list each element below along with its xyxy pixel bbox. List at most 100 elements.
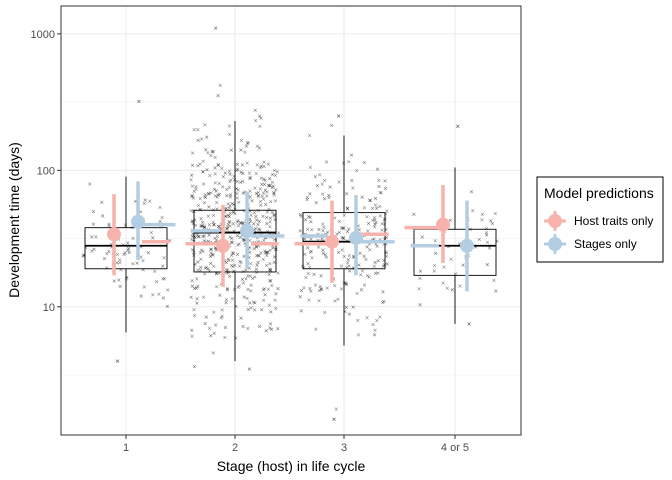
data-point [299,288,304,293]
data-point [225,187,229,192]
data-point [332,417,336,421]
data-point [204,135,209,139]
data-point [380,222,384,226]
data-point [203,195,208,200]
data-point [380,300,385,305]
data-point [196,268,200,272]
box-iqr [193,209,277,273]
data-point [337,230,342,235]
model-predictions [107,181,474,292]
data-point [298,229,302,233]
data-point [378,190,382,195]
data-point [157,292,161,296]
data-point [162,256,166,260]
data-point [432,269,436,273]
data-point [305,195,309,200]
data-point [365,245,369,249]
data-point [160,215,164,220]
data-point [235,191,239,196]
legend-entries: Host traits only Stages only [544,211,653,254]
data-point [194,184,198,189]
data-point [340,248,344,252]
data-point [202,224,206,228]
data-point [383,179,387,183]
data-point [320,192,325,196]
legend-key-point [548,237,562,251]
data-point [258,187,263,191]
data-point [161,296,166,300]
data-point [219,316,224,320]
data-point [190,184,195,188]
data-point [225,267,229,272]
data-point [355,291,359,296]
data-point [362,254,366,258]
data-point [190,193,194,198]
data-point [142,201,146,206]
data-point [228,235,232,239]
data-point [112,279,116,283]
data-point [216,163,220,167]
data-point [236,285,240,289]
data-point [236,223,241,228]
data-point [276,271,280,275]
data-point [264,194,269,198]
data-point [207,233,211,237]
data-point [117,278,121,282]
data-point [458,284,462,288]
data-point [195,301,199,305]
data-point [347,312,352,316]
data-point [210,149,214,154]
data-point [208,173,212,178]
data-point [213,181,217,185]
data-point [90,235,94,239]
data-point [257,146,262,150]
data-point [372,215,377,220]
data-point [317,288,322,293]
data-point [125,241,130,245]
data-point [248,219,253,224]
data-point [91,222,96,226]
data-point [246,274,250,278]
data-point [254,218,259,222]
data-point [216,193,220,197]
data-point [190,328,194,332]
data-point [373,328,377,333]
data-point [225,227,229,231]
data-point [347,254,351,258]
data-point [276,286,280,291]
data-point [255,144,259,148]
data-point [209,251,213,255]
data-point [365,316,369,320]
data-point [309,289,313,293]
prediction-stages-4-or-5 [460,200,474,292]
data-point [480,212,485,217]
data-point [190,163,195,167]
data-point [229,148,234,152]
data-point [384,254,389,259]
data-point [360,269,365,273]
data-point [345,229,350,234]
data-point [211,220,215,224]
data-point [381,290,385,294]
data-point [194,187,198,191]
data-point [384,235,389,240]
data-point [211,351,215,355]
data-point [367,248,372,252]
data-point [248,189,252,193]
data-point [247,171,252,175]
data-point [192,313,197,318]
data-point [257,324,262,329]
data-point [485,240,490,245]
data-point [248,274,253,278]
data-point [302,237,307,241]
data-point [227,258,231,263]
data-point [194,223,198,228]
data-point [196,234,201,239]
y-axis-title: Development time (days) [6,142,22,298]
data-point [261,298,266,303]
data-point [469,190,474,194]
data-point [418,303,422,307]
data-point [378,315,382,319]
data-point [336,114,341,118]
data-point [220,314,224,318]
